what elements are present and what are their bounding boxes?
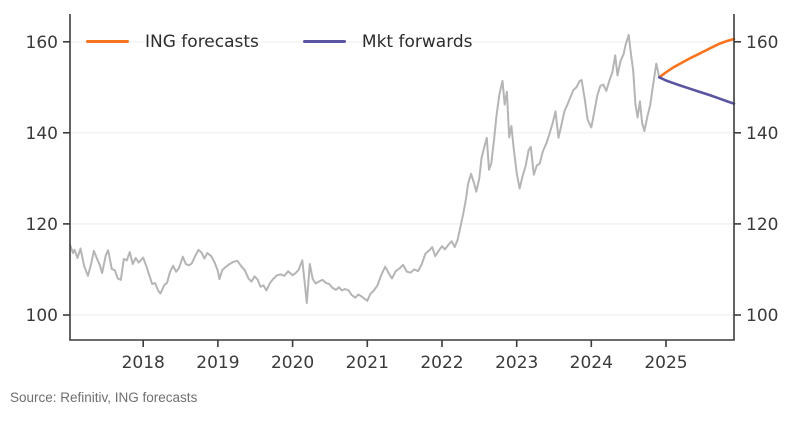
svg-text:2024: 2024	[570, 353, 613, 373]
svg-text:140: 140	[26, 124, 58, 144]
legend-item-ing-forecasts: ING forecasts	[86, 32, 259, 52]
svg-text:2019: 2019	[196, 353, 239, 373]
chart-legend: ING forecasts Mkt forwards	[86, 31, 473, 52]
svg-text:100: 100	[746, 306, 778, 326]
svg-text:2020: 2020	[271, 353, 314, 373]
svg-text:100: 100	[26, 306, 58, 326]
svg-text:2018: 2018	[122, 353, 165, 373]
legend-label-mkt-forwards: Mkt forwards	[361, 31, 473, 52]
svg-text:140: 140	[746, 124, 778, 144]
svg-text:2023: 2023	[495, 353, 538, 373]
svg-text:120: 120	[746, 215, 778, 235]
source-note: Source: Refinitiv, ING forecasts	[10, 390, 198, 405]
svg-text:160: 160	[746, 33, 778, 53]
svg-text:120: 120	[26, 215, 58, 235]
ing-forecasts-line-swatch	[86, 39, 129, 44]
svg-text:2022: 2022	[420, 353, 463, 373]
mkt-forwards-line-swatch	[302, 39, 346, 44]
svg-text:2025: 2025	[644, 353, 687, 373]
svg-text:160: 160	[26, 33, 58, 53]
legend-label-ing-forecasts: ING forecasts	[145, 31, 259, 52]
svg-text:2021: 2021	[346, 353, 389, 373]
legend-item-mkt-forwards: Mkt forwards	[302, 31, 473, 52]
